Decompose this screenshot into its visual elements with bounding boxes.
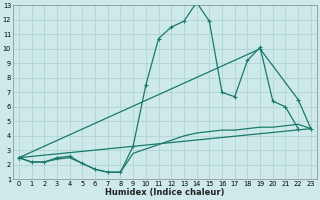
X-axis label: Humidex (Indice chaleur): Humidex (Indice chaleur) bbox=[105, 188, 225, 197]
